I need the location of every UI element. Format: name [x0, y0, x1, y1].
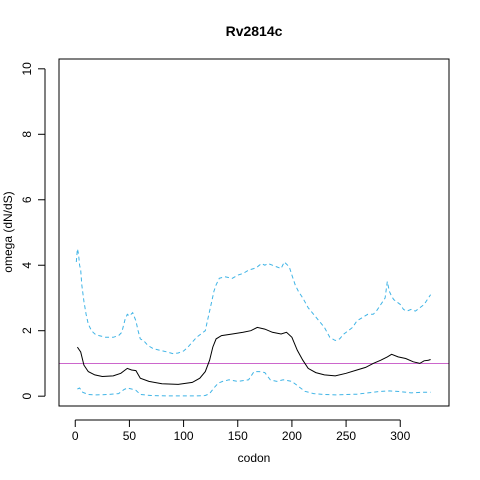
x-tick-label: 0 — [72, 429, 79, 443]
x-tick-label: 100 — [174, 429, 194, 443]
y-tick-label: 2 — [20, 327, 34, 334]
chart-title: Rv2814c — [226, 23, 283, 39]
y-tick-label: 8 — [20, 131, 34, 138]
y-axis-label: omega (dN/dS) — [1, 191, 15, 272]
series-omega-line — [76, 326, 431, 385]
x-tick-label: 300 — [390, 429, 410, 443]
x-tick-label: 150 — [228, 429, 248, 443]
y-tick-label: 4 — [20, 262, 34, 269]
plot-frame — [58, 58, 450, 407]
x-axis-label: codon — [238, 451, 271, 465]
x-tick-label: 250 — [336, 429, 356, 443]
series-lower-bound-line — [77, 371, 431, 397]
plot-layer: 0 50 100 150 200 250 300 0 2 4 6 8 10 — [20, 62, 449, 443]
y-tick-label: 0 — [20, 393, 34, 400]
y-tick-label: 10 — [20, 62, 34, 76]
x-tick-label: 200 — [282, 429, 302, 443]
y-tick-label: 6 — [20, 196, 34, 203]
series-upper-bound-line — [75, 248, 432, 355]
x-tick-label: 50 — [123, 429, 137, 443]
